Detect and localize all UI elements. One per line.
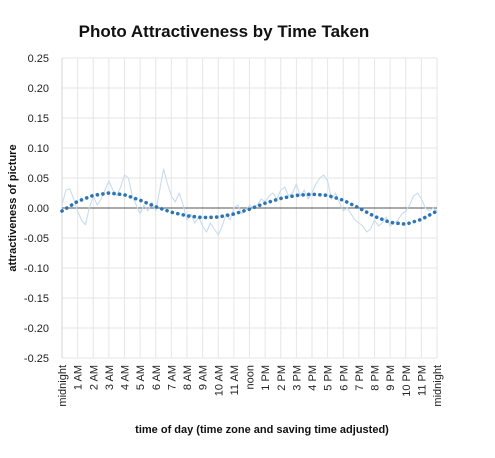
y-tick-label: -0.20 — [24, 323, 49, 335]
y-tick-label: 0.20 — [28, 83, 49, 95]
x-tick-label: midnight — [57, 365, 69, 407]
x-tick-label: 2 AM — [88, 365, 100, 390]
y-tick-label: 0.15 — [28, 113, 49, 125]
x-tick-label: 7 PM — [354, 365, 366, 391]
x-tick-label: 3 PM — [291, 365, 303, 391]
x-axis-ticks: midnight 1 AM 2 AM 3 AM 4 AM 5 AM 6 AM 7 AM 8 AM… — [57, 365, 444, 407]
x-tick-label: 8 AM — [182, 365, 194, 390]
y-tick-label: 0.10 — [28, 143, 49, 155]
y-axis-ticks: 0.25 0.20 0.15 0.10 0.05 0.00 -0.05 -0.10 -0.15 -… — [24, 53, 49, 365]
x-tick-label: 2 PM — [276, 365, 288, 391]
x-tick-label: 5 PM — [323, 365, 335, 391]
raw-data-line — [61, 168, 438, 236]
x-tick-label: 11 AM — [229, 365, 241, 395]
x-tick-label: 5 AM — [135, 365, 147, 390]
y-tick-label: 0.25 — [28, 53, 49, 65]
x-tick-label: 8 PM — [370, 365, 382, 391]
x-tick-label: 1 AM — [73, 365, 85, 390]
y-tick-label: 0.00 — [28, 203, 49, 215]
y-axis-label: attractiveness of picture — [7, 144, 19, 271]
x-tick-label: 9 AM — [198, 365, 210, 390]
y-tick-label: -0.10 — [24, 263, 49, 275]
x-tick-label: 7 AM — [166, 365, 178, 390]
x-tick-label: 6 AM — [151, 365, 163, 390]
x-tick-label: midnight — [432, 365, 444, 407]
trend-line — [60, 191, 439, 227]
x-tick-label: 1 PM — [260, 365, 272, 391]
x-tick-label: noon — [245, 365, 257, 389]
x-tick-label: 11 PM — [416, 365, 428, 396]
series-group — [60, 168, 439, 236]
y-tick-label: -0.25 — [24, 353, 49, 365]
y-tick-label: 0.05 — [28, 173, 49, 185]
y-tick-label: -0.15 — [24, 293, 49, 305]
x-tick-label: 10 AM — [213, 365, 225, 396]
x-tick-label: 10 PM — [401, 365, 413, 397]
x-tick-label: 9 PM — [385, 365, 397, 391]
y-tick-label: -0.05 — [24, 233, 49, 245]
x-tick-label: 3 AM — [104, 365, 116, 390]
x-tick-label: 4 PM — [307, 365, 319, 391]
x-tick-label: 6 PM — [338, 365, 350, 391]
x-axis-label: time of day (time zone and saving time a… — [135, 424, 389, 436]
x-tick-label: 4 AM — [120, 365, 132, 390]
chart-title: Photo Attractiveness by Time Taken — [79, 22, 370, 41]
